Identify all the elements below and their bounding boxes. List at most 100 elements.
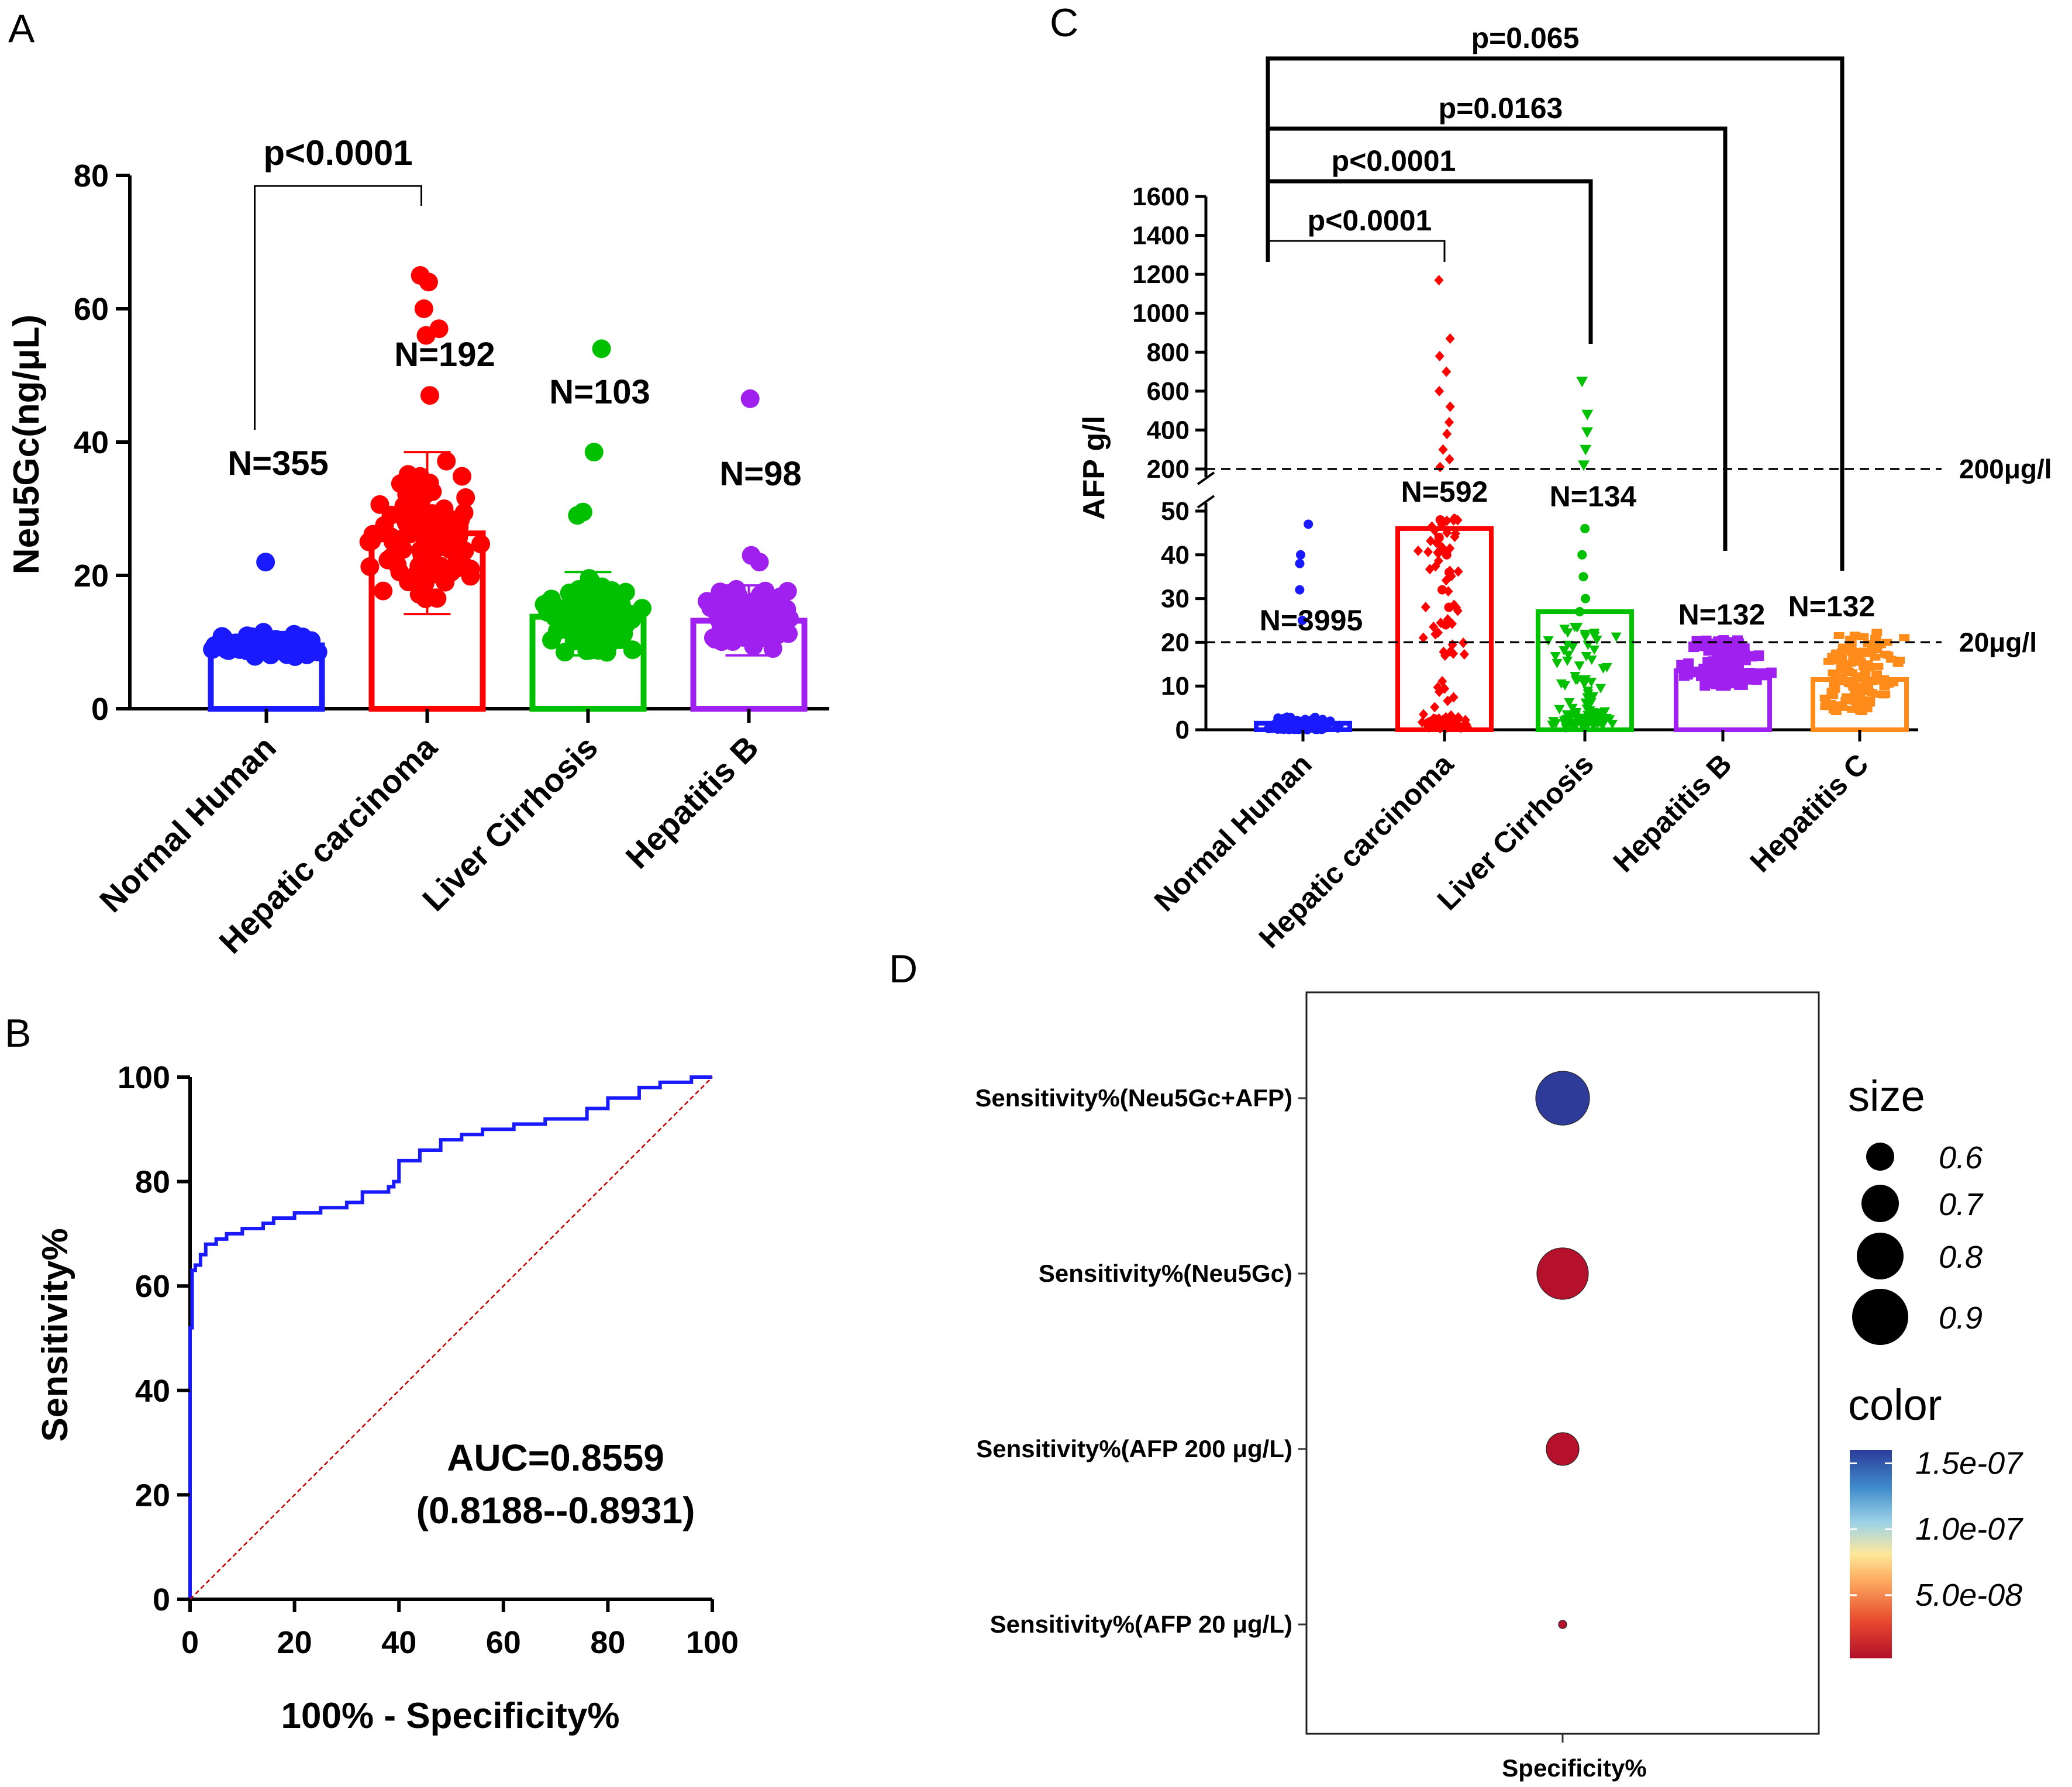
- panel-c-point: [1585, 717, 1597, 727]
- panel-c-axes: [1197, 196, 1918, 732]
- panel-c-point: [1435, 385, 1444, 396]
- panel-c-point: [1834, 657, 1845, 664]
- panel-c-point: [1571, 708, 1582, 717]
- panel-a-point: [723, 629, 742, 648]
- panel-c-point: [1450, 532, 1460, 543]
- panel-c-point: [1836, 667, 1847, 674]
- panel-a-point: [539, 594, 558, 613]
- panel-c-point: [1444, 567, 1454, 577]
- panel-c-n-label: N=3995: [1260, 604, 1363, 637]
- panel-c-y-tick-label: 200: [1147, 455, 1190, 484]
- panel-c-significance: p<0.0001 p<0.0001 p=0.0163 p=0.065: [1266, 22, 1845, 571]
- panel-a-y-ticks: 0 20 40 60 80: [74, 158, 130, 727]
- panel-b-lines: [188, 1075, 713, 1600]
- panel-c-point: [1828, 669, 1839, 677]
- panel-c-point: [1860, 670, 1871, 677]
- panel-d-bubble: [1535, 1071, 1590, 1126]
- panel-c-significance-bracket: [1266, 126, 1728, 551]
- panel-a-category-label: Normal Human: [92, 729, 283, 919]
- panel-c-point: [1841, 693, 1852, 701]
- panel-b-x-tick-label: 100: [686, 1625, 739, 1660]
- panel-c-point: [1864, 699, 1876, 707]
- panel-c-point: [1899, 634, 1910, 641]
- panel-c-point: [1550, 651, 1561, 661]
- size-legend-label: 0.9: [1939, 1300, 1983, 1336]
- panel-c-point: [1453, 605, 1463, 616]
- panel-c-y-tick-label: 600: [1147, 377, 1190, 406]
- panel-c-point: [1580, 675, 1591, 685]
- panel-c-point: [1574, 661, 1585, 671]
- panel-c-point: [1578, 572, 1588, 582]
- panel-a-point: [408, 484, 427, 503]
- panel-c-point: [1413, 545, 1423, 556]
- panel-c-point: [1543, 636, 1554, 646]
- panel-c-point: [1434, 532, 1444, 542]
- panel-a-point: [419, 272, 438, 292]
- panel-a-point: [547, 622, 567, 641]
- panel-c-point: [1716, 636, 1728, 647]
- panel-c-significance-bracket: [1266, 56, 1845, 571]
- panel-c-point: [1866, 648, 1877, 656]
- panel-a-significance: p<0.0001: [254, 133, 422, 430]
- panel-c-point: [1453, 712, 1463, 723]
- panel-c-point: [1735, 643, 1746, 654]
- panel-d-bubble: [1558, 1620, 1567, 1629]
- panel-a-point: [256, 553, 275, 572]
- panel-c-point: [1588, 708, 1599, 718]
- panel-c-point: [1589, 645, 1600, 655]
- panel-a-point: [456, 488, 475, 508]
- panel-c-point: [1442, 429, 1452, 440]
- panel-c-point: [1296, 550, 1306, 560]
- panel-c-point: [1577, 718, 1588, 728]
- panel-b-x-tick-label: 40: [381, 1625, 416, 1660]
- size-legend-label: 0.6: [1939, 1140, 1983, 1175]
- panel-c-point: [1435, 350, 1444, 361]
- panel-c-point: [1430, 561, 1440, 572]
- panel-d-row-label: Sensitivity%(Neu5Gc+AFP): [975, 1084, 1292, 1112]
- panel-c-point: [1442, 366, 1452, 377]
- panel-a-y-tick-label: 60: [74, 292, 109, 327]
- panel-c-point: [1871, 670, 1883, 678]
- panel-c-y-tick-label: 30: [1161, 585, 1190, 613]
- panel-a-point: [410, 515, 429, 534]
- panel-c-point: [1581, 652, 1592, 662]
- panel-c-point: [1858, 633, 1869, 641]
- panel-c-point: [1595, 684, 1606, 694]
- panel-c-n-label: N=592: [1401, 475, 1488, 508]
- panel-c-point: [1833, 632, 1845, 639]
- panel-c-y-tick-label: 400: [1147, 416, 1190, 444]
- panel-c-category-label: Hepatitis B: [1607, 747, 1738, 878]
- panel-a-point: [602, 581, 622, 600]
- panel-c-point: [1823, 702, 1835, 710]
- panel-c-point: [1445, 401, 1455, 412]
- panel-c-category-label: Hepatitis C: [1744, 747, 1875, 878]
- panel-a-point: [747, 623, 766, 642]
- size-legend-dot: [1861, 1185, 1899, 1222]
- panel-c-point: [1579, 629, 1590, 639]
- panel-c-point: [1580, 698, 1591, 708]
- panel-c-y-tick-label: 1600: [1132, 182, 1190, 211]
- panel-c-point: [1556, 679, 1567, 689]
- panel-c-y-tick-label: 1200: [1132, 260, 1190, 289]
- panel-c-point: [1870, 653, 1881, 661]
- panel-c-point: [1559, 625, 1570, 634]
- panel-c-point: [1552, 658, 1563, 668]
- panel-a-n-label: N=355: [227, 444, 329, 482]
- panel-a-point: [589, 591, 609, 610]
- panel-label-c: C: [1050, 1, 1078, 45]
- panel-a-point: [213, 627, 233, 647]
- size-legend-label: 0.8: [1939, 1240, 1983, 1275]
- panel-c-point: [1453, 566, 1463, 577]
- panel-c-point: [1442, 550, 1452, 560]
- panel-c-point: [1871, 629, 1883, 636]
- panel-a-point: [420, 386, 439, 405]
- panel-b-y-axis-label: Sensitivity%: [35, 1228, 75, 1441]
- panel-c-point: [1437, 675, 1447, 686]
- panel-b-y-tick-label: 100: [118, 1060, 170, 1095]
- panel-b-auc: AUC=0.8559: [447, 1437, 664, 1479]
- panel-c-point: [1577, 550, 1587, 560]
- panel-a-y-axis-label: Neu5Gc(ng/μL): [6, 315, 47, 574]
- panel-c-p-value: p<0.0001: [1332, 144, 1456, 177]
- panel-c-point: [1459, 648, 1469, 660]
